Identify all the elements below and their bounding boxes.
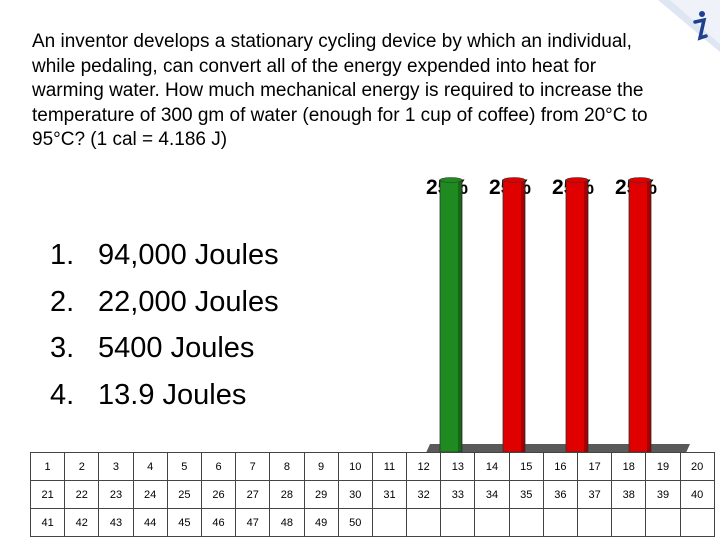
grid-cell: 37	[576, 480, 613, 509]
option-text: 22,000 Joules	[98, 285, 279, 318]
bar-1	[439, 177, 463, 453]
grid-row: 21 22 23 24 25 26 27 28 29 30 31 32 33 34 35 36 37 38 39 40	[29, 480, 715, 509]
grid-cell: 29	[303, 480, 339, 509]
grid-cell: 23	[98, 480, 134, 509]
grid-cell: 39	[645, 480, 681, 509]
answer-option-2[interactable]: 2. 22,000 Joules	[50, 279, 279, 326]
grid-cell: 15	[508, 452, 544, 481]
grid-cell: 43	[98, 508, 134, 537]
grid-cell: 35	[508, 480, 544, 509]
grid-cell: 46	[200, 508, 237, 537]
grid-cell: 28	[269, 480, 305, 509]
grid-cell: 10	[337, 452, 373, 481]
grid-cell: 20	[679, 452, 715, 481]
option-text: 94,000 Joules	[98, 239, 279, 271]
answer-option-1[interactable]: 1. 94,000 Joules	[50, 232, 279, 279]
grid-cell: 5	[166, 452, 202, 481]
grid-cell: 3	[98, 452, 134, 481]
grid-cell: 48	[269, 508, 305, 537]
clicker-i-logo-icon	[658, 0, 720, 52]
grid-cell	[645, 508, 681, 537]
option-text: 5400 Joules	[98, 332, 255, 364]
answer-option-4[interactable]: 4. 13.9 Joules	[50, 372, 279, 419]
grid-cell: 22	[64, 480, 100, 509]
grid-cell: 24	[132, 480, 168, 509]
grid-row: 41 42 43 44 45 46 47 48 49 50	[29, 508, 715, 537]
grid-cell	[371, 508, 408, 537]
grid-cell	[542, 508, 579, 537]
grid-cell: 50	[337, 508, 373, 537]
grid-cell: 18	[611, 452, 647, 481]
grid-cell	[440, 508, 476, 537]
grid-cell: 26	[200, 480, 237, 509]
grid-cell	[406, 508, 442, 537]
option-number: 4.	[50, 378, 75, 411]
grid-cell: 30	[337, 480, 373, 509]
grid-cell	[611, 508, 647, 537]
grid-cell: 19	[645, 452, 681, 481]
option-number: 2.	[50, 285, 75, 318]
grid-cell: 25	[166, 480, 202, 509]
grid-cell	[679, 508, 715, 537]
answer-option-3[interactable]: 3. 5400 Joules	[50, 325, 279, 372]
response-grid: 1 2 3 4 5 6 7 8 9 10 11 12 13 14 15 16 17 18 19 20 21 22 23 24 2…	[29, 452, 715, 537]
grid-cell	[474, 508, 510, 537]
grid-cell: 27	[235, 480, 271, 509]
grid-cell: 41	[29, 508, 66, 537]
grid-cell: 36	[542, 480, 579, 509]
grid-cell: 8	[269, 452, 305, 481]
grid-cell: 45	[166, 508, 202, 537]
grid-cell: 14	[474, 452, 510, 481]
grid-cell: 38	[611, 480, 647, 509]
grid-cell	[508, 508, 544, 537]
grid-cell: 42	[64, 508, 100, 537]
grid-cell: 44	[132, 508, 168, 537]
bar-2	[502, 177, 526, 453]
grid-cell: 21	[29, 480, 66, 509]
grid-cell: 1	[29, 452, 66, 481]
question-text: An inventor develops a stationary cyclin…	[32, 31, 648, 150]
answer-options: 1. 94,000 Joules 2. 22,000 Joules 3. 5400 J…	[50, 232, 279, 418]
bar-3	[565, 177, 589, 453]
grid-cell: 13	[440, 452, 476, 481]
grid-cell: 32	[406, 480, 442, 509]
grid-cell: 16	[542, 452, 579, 481]
grid-cell	[576, 508, 613, 537]
option-number: 1.	[50, 239, 75, 271]
grid-cell: 34	[474, 480, 510, 509]
grid-cell: 7	[235, 452, 271, 481]
grid-cell: 33	[440, 480, 476, 509]
grid-cell: 31	[371, 480, 408, 509]
grid-cell: 9	[303, 452, 339, 481]
option-number: 3.	[50, 332, 75, 364]
bar-4	[628, 177, 652, 453]
grid-cell: 49	[303, 508, 339, 537]
grid-cell: 6	[200, 452, 237, 481]
grid-cell: 47	[235, 508, 271, 537]
grid-cell: 17	[576, 452, 613, 481]
grid-row: 1 2 3 4 5 6 7 8 9 10 11 12 13 14 15 16 17 18 19 20	[29, 452, 715, 481]
grid-cell: 4	[132, 452, 168, 481]
grid-cell: 2	[64, 452, 100, 481]
option-text: 13.9 Joules	[98, 378, 247, 411]
grid-cell: 40	[679, 480, 715, 509]
grid-cell: 12	[406, 452, 442, 481]
grid-cell: 11	[371, 452, 408, 481]
